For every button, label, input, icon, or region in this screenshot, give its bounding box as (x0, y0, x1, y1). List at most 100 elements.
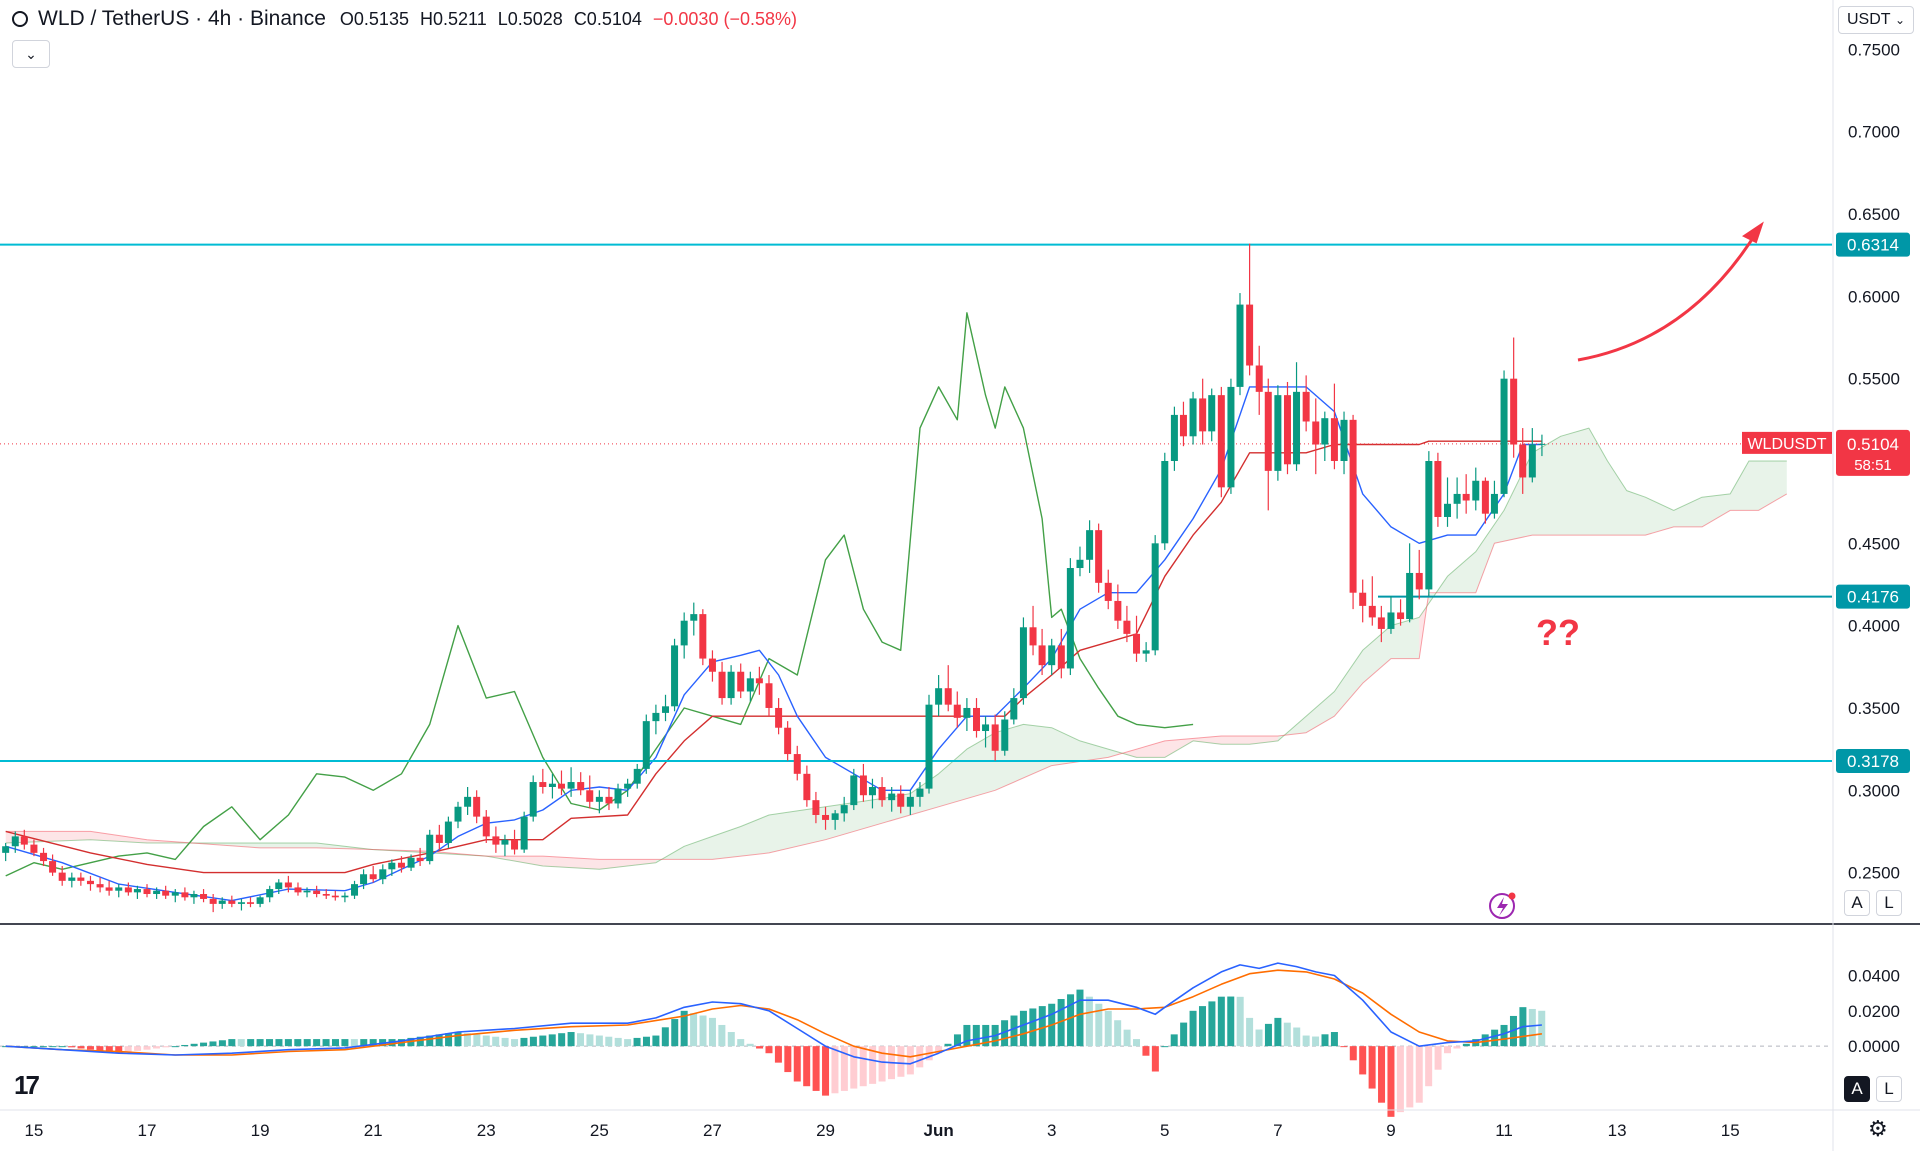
macd-tick-label: 0.0200 (1848, 1002, 1900, 1021)
candle-body (868, 786, 876, 796)
candle-body (1510, 378, 1518, 445)
macd-histogram-bar (416, 1036, 424, 1047)
candle-body (878, 786, 886, 801)
candle-body (341, 895, 349, 898)
candle-body (1151, 543, 1159, 651)
macd-histogram-bar (152, 1046, 160, 1049)
candle-body (916, 788, 924, 797)
macd-histogram-bar (1462, 1043, 1470, 1047)
macd-histogram-bar (1274, 1017, 1282, 1047)
macd-histogram-bar (539, 1035, 547, 1047)
candle-body (351, 884, 359, 896)
candle-body (539, 782, 547, 787)
collapse-legend-button[interactable]: ⌄ (12, 40, 50, 68)
macd-histogram-bar (1217, 996, 1225, 1047)
candle-body (755, 678, 763, 684)
candle-body (464, 796, 472, 807)
time-tick-label: Jun (924, 1121, 954, 1140)
macd-log-scale-button[interactable]: L (1876, 1076, 1902, 1102)
time-tick-label: 3 (1047, 1121, 1056, 1140)
candle-body (737, 671, 745, 692)
auto-scale-button[interactable]: A (1844, 890, 1870, 916)
macd-histogram-bar (953, 1034, 961, 1047)
candle-body (86, 880, 94, 885)
time-axis: 15 17 19 21 23 25 27 29 Jun 3 5 7 9 11 13 15 (24, 1121, 1739, 1140)
candle-body (1095, 530, 1103, 583)
log-scale-button[interactable]: L (1876, 890, 1902, 916)
candle-body (1227, 386, 1235, 488)
macd-histogram-bar (322, 1039, 330, 1047)
macd-histogram-bar (1264, 1023, 1272, 1047)
time-tick-label: 21 (364, 1121, 383, 1140)
candle-body (614, 788, 622, 804)
span-b-line (5, 493, 1788, 860)
macd-histogram-bar (275, 1039, 283, 1047)
candle-body (595, 796, 603, 802)
macd-histogram-bar (963, 1024, 971, 1047)
candle-body (379, 869, 387, 880)
macd-histogram-bar (1142, 1046, 1150, 1056)
macd-histogram-bar (1406, 1046, 1414, 1108)
time-tick-label: 9 (1386, 1121, 1395, 1140)
candle-body (181, 892, 189, 898)
candle-body (1293, 391, 1301, 465)
candle-body (1340, 419, 1348, 461)
macd-auto-scale-button[interactable]: A (1844, 1076, 1870, 1102)
symbol-title[interactable]: WLD / TetherUS · 4h · Binance (38, 7, 326, 30)
candle-body (1321, 418, 1329, 445)
macd-histogram-bar (30, 1046, 38, 1048)
macd-histogram-bar (1161, 1046, 1169, 1048)
time-tick-label: 7 (1273, 1121, 1282, 1140)
price-tick-label: 0.4000 (1848, 617, 1900, 636)
macd-histogram-bar (511, 1039, 519, 1047)
level-price-label: 0.4176 (1847, 588, 1899, 607)
macd-histogram-bar (1444, 1046, 1452, 1054)
price-tick-label: 0.4500 (1848, 534, 1900, 553)
time-tick-label: 27 (703, 1121, 722, 1140)
candle-body (482, 816, 490, 837)
macd-histogram-bar (727, 1032, 735, 1047)
candle-body (266, 889, 274, 898)
time-tick-label: 11 (1495, 1121, 1513, 1140)
macd-histogram-bar (840, 1046, 848, 1091)
candle-body (548, 783, 556, 787)
candle-body (388, 862, 396, 870)
candle-body (1434, 461, 1442, 517)
candle-body (435, 834, 443, 843)
candle-body (1189, 398, 1197, 437)
macd-histogram-bar (237, 1039, 245, 1047)
candle-body (143, 889, 151, 895)
candle-body (793, 754, 801, 774)
candle-body (1246, 304, 1254, 366)
candle-body (1472, 480, 1480, 501)
price-tick-label: 0.2500 (1848, 864, 1900, 883)
candle-body (803, 773, 811, 801)
countdown-label: 58:51 (1854, 457, 1892, 474)
macd-histogram-bar (1198, 1006, 1206, 1047)
forecast-arrow (1577, 229, 1760, 362)
ohlc-values: O0.5135 H0.5211 L0.5028 C0.5104 −0.0030 … (340, 9, 803, 30)
candle-body (1019, 627, 1027, 699)
macd-histogram-bar (105, 1046, 113, 1053)
candle-body (1236, 304, 1244, 387)
candle-body (416, 857, 424, 862)
candle-body (906, 796, 914, 807)
macd-histogram-bar (482, 1035, 490, 1047)
macd-tick-label: 0.0000 (1848, 1037, 1900, 1056)
currency-select[interactable]: USDT ⌄ (1838, 6, 1914, 34)
candle-body (237, 902, 245, 904)
gear-icon[interactable]: ⚙ (1868, 1116, 1888, 1141)
macd-histogram-bar (699, 1015, 707, 1047)
candles (2, 243, 1546, 913)
macd-histogram-bar (652, 1035, 660, 1047)
macd-histogram-bar (1349, 1046, 1357, 1061)
tradingview-logo[interactable]: 17 (14, 1070, 40, 1100)
candle-body (133, 889, 141, 893)
macd-pane (0, 962, 1832, 1117)
candle-body (115, 887, 123, 891)
candle-body (1010, 698, 1018, 720)
candle-body (973, 707, 981, 732)
macd-histogram-bar (624, 1039, 632, 1047)
macd-histogram-bar (529, 1036, 537, 1047)
